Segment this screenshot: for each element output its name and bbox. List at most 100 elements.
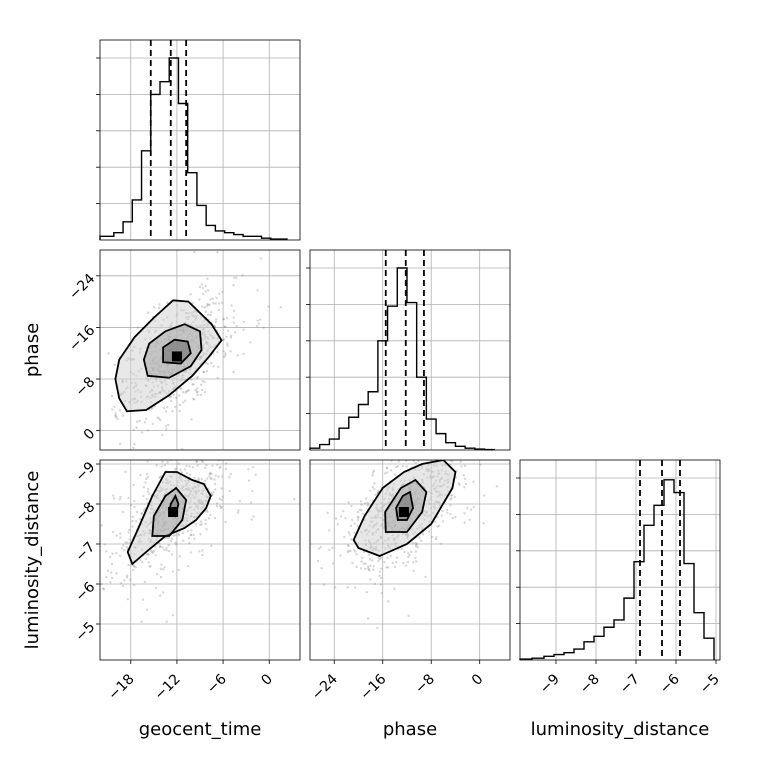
sample-point [362, 562, 365, 565]
sample-point [143, 421, 147, 424]
sample-point [251, 465, 255, 469]
sample-point [185, 472, 189, 475]
sample-point [97, 522, 99, 524]
sample-point [212, 365, 215, 368]
sample-point [198, 285, 202, 289]
sample-point [376, 626, 379, 630]
sample-point [139, 473, 142, 477]
sample-point [399, 441, 401, 443]
sample-point [220, 301, 224, 304]
sample-point [279, 547, 281, 549]
sample-point [378, 574, 381, 577]
sample-point [112, 497, 116, 500]
sample-point [121, 584, 125, 588]
sample-point [177, 568, 180, 572]
sample-point [406, 455, 408, 457]
sample-point [158, 545, 162, 549]
sample-point [221, 290, 224, 294]
sample-point [377, 556, 380, 560]
sample-point [369, 578, 372, 581]
sample-point [254, 473, 257, 476]
sample-point [326, 511, 329, 515]
sample-point [424, 575, 427, 579]
sample-point [163, 548, 166, 551]
sample-point [173, 468, 177, 471]
sample-point [142, 509, 146, 512]
sample-point [213, 516, 217, 520]
sample-point [164, 410, 168, 413]
sample-point [198, 550, 201, 553]
sample-point [450, 497, 453, 500]
sample-point [359, 567, 363, 570]
sample-point [178, 409, 181, 413]
sample-point [224, 467, 228, 471]
sample-point [216, 463, 219, 466]
sample-point [185, 390, 188, 393]
sample-point [463, 477, 467, 481]
sample-point [205, 463, 208, 467]
sample-point [222, 349, 225, 353]
sample-point [174, 534, 177, 537]
sample-point [125, 576, 129, 579]
sample-point [440, 514, 443, 517]
sample-point [170, 457, 172, 459]
sample-point [208, 303, 211, 306]
sample-point [149, 565, 152, 568]
sample-point [259, 257, 263, 260]
sample-point [179, 468, 182, 471]
sample-point [441, 509, 444, 513]
sample-point [244, 242, 246, 244]
sample-point [199, 533, 202, 536]
sample-point [192, 383, 195, 386]
sample-point [459, 460, 462, 463]
sample-point [203, 380, 206, 384]
sample-point [523, 518, 525, 520]
sample-point [450, 494, 453, 497]
sample-point [397, 460, 401, 463]
sample-point [157, 417, 161, 420]
sample-point [414, 550, 418, 553]
sample-point [245, 435, 247, 437]
sample-point [322, 583, 326, 586]
sample-point [179, 386, 182, 390]
sample-point [142, 486, 145, 489]
sample-point [141, 598, 145, 601]
sample-point [148, 492, 151, 495]
sample-point [356, 515, 360, 518]
sample-point [416, 545, 420, 549]
sample-point [377, 559, 380, 563]
left-phase-ytick-label-3: −24 [66, 271, 98, 303]
sample-point [127, 531, 130, 534]
sample-point [159, 594, 162, 597]
sample-point [214, 318, 218, 321]
sample-point [462, 474, 465, 477]
sample-point [165, 428, 168, 431]
sample-point [182, 390, 185, 394]
sample-point [143, 580, 147, 584]
sample-point [373, 482, 376, 485]
sample-point [181, 448, 184, 450]
sample-point [336, 522, 339, 526]
sample-point [355, 553, 358, 556]
hist-phase-step [309, 267, 495, 451]
sample-point [346, 550, 350, 554]
sample-point [172, 393, 175, 397]
sample-point [111, 552, 114, 555]
sample-point [224, 325, 227, 328]
sample-point [177, 462, 180, 466]
sample-point [237, 509, 240, 512]
sample-point [196, 464, 199, 467]
hist-luminosity-distance [516, 459, 721, 661]
sample-point [204, 290, 207, 293]
sample-point [131, 515, 135, 519]
sample-point [128, 541, 131, 545]
sample-point [218, 504, 222, 508]
sample-point [251, 489, 254, 493]
sample-point [148, 565, 151, 568]
sample-point [391, 561, 395, 565]
sample-point [193, 250, 196, 254]
sample-point [105, 550, 108, 553]
sample-point [162, 407, 166, 410]
sample-point [217, 365, 220, 368]
